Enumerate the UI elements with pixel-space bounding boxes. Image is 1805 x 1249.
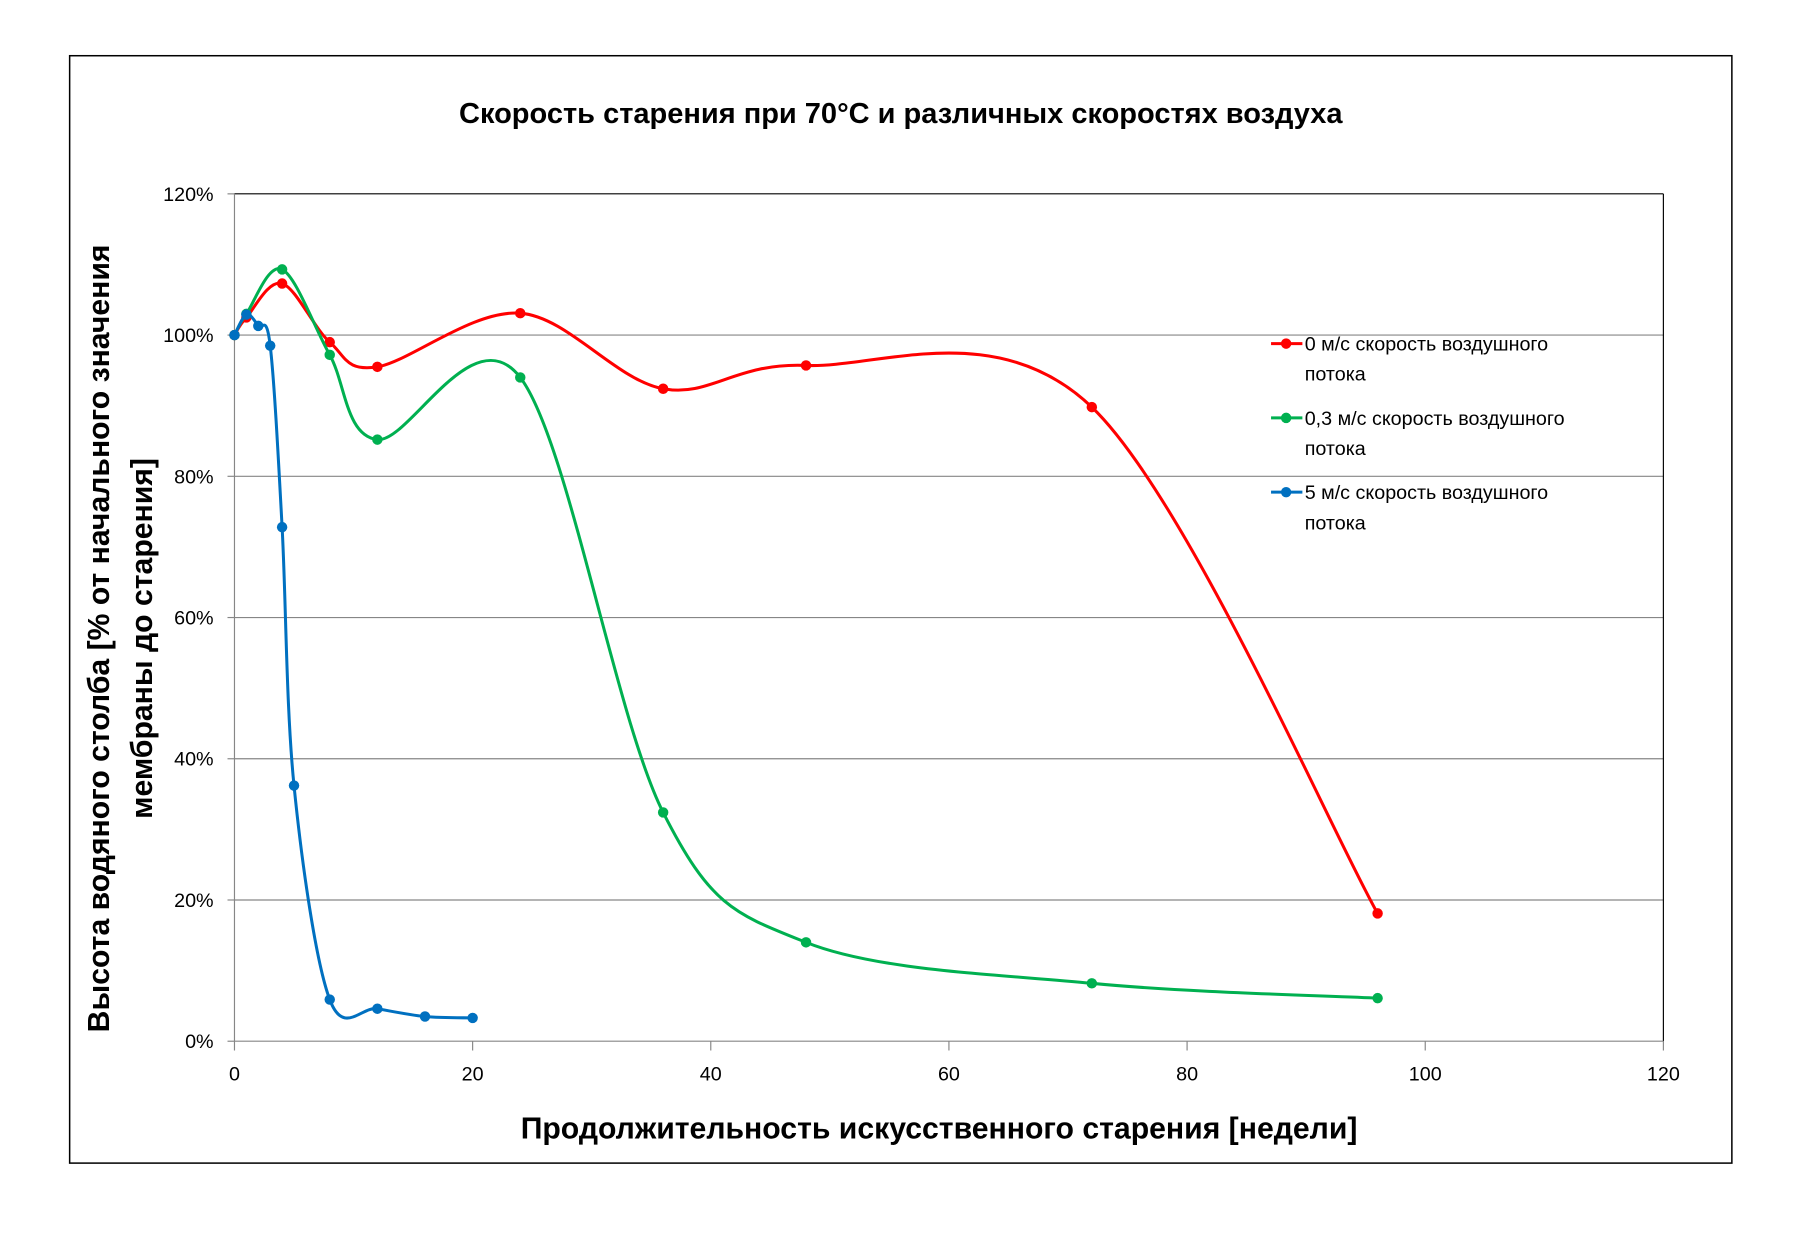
legend-label-0: 0 м/с скорость воздушного (1305, 334, 1548, 356)
data-point (1372, 992, 1383, 1004)
y-tick-label: 40% (174, 749, 213, 771)
y-tick-label: 100% (163, 325, 213, 347)
legend-label-2: 5 м/с скорость воздушного (1305, 482, 1548, 504)
data-point (372, 361, 383, 373)
data-point (276, 521, 288, 533)
data-point (515, 372, 526, 383)
x-tick-label: 40 (700, 1064, 722, 1086)
chart-title: Скорость старения при 70°C и различных с… (459, 98, 1343, 130)
data-point (1086, 401, 1098, 413)
legend-label-0-line2: потока (1305, 364, 1366, 386)
series-line (233, 281, 1379, 915)
legend-marker-0 (1280, 338, 1292, 349)
data-point (229, 329, 240, 341)
x-tick-label: 0 (229, 1064, 240, 1086)
data-point (324, 349, 335, 361)
x-tick-label: 120 (1647, 1064, 1680, 1086)
data-point (372, 1003, 383, 1014)
data-point (657, 383, 669, 394)
data-point (515, 307, 526, 319)
y-tick-label: 120% (163, 184, 213, 206)
legend-label-1-line2: потока (1305, 438, 1366, 460)
data-point (372, 434, 383, 445)
x-tick-label: 20 (462, 1064, 484, 1086)
data-point (800, 937, 812, 948)
legend-label-1: 0,3 м/с скорость воздушного (1305, 408, 1565, 430)
data-point (276, 278, 288, 289)
legend-marker-1 (1280, 412, 1292, 424)
y-tick-label: 0% (185, 1031, 214, 1053)
x-tick-label: 100 (1409, 1064, 1442, 1086)
series-line (233, 267, 1378, 1000)
legend: 0 м/с скорость воздушного потока 0,3 м/с с… (1271, 334, 1565, 534)
series-2 (229, 309, 478, 1024)
data-point (467, 1012, 478, 1024)
data-point (264, 340, 276, 351)
data-point (253, 320, 264, 332)
data-point (276, 264, 288, 275)
gridlines (234, 193, 1664, 901)
chart-border (68, 54, 1733, 1164)
x-tick-label: 80 (1176, 1064, 1198, 1086)
data-point (419, 1011, 431, 1022)
data-point (657, 807, 669, 818)
data-point (241, 309, 252, 320)
data-point (800, 360, 812, 371)
axes: 0% 20% 40% 60% 80% 100% 120% 0 20 40 60 80 100 120 (163, 184, 1680, 1086)
x-axis-title: Продолжительность искусственного старени… (521, 1113, 1358, 1146)
data-point (324, 336, 335, 348)
y-axis-title-line2: мембраны до старения] (126, 458, 159, 819)
data-point (288, 780, 300, 791)
data-point (1372, 908, 1383, 919)
legend-marker-2 (1280, 486, 1292, 498)
data-point (1086, 978, 1098, 989)
y-tick-label: 20% (174, 890, 213, 912)
y-axis-title-line1: Высота водяного столба [% от начального … (83, 244, 116, 1032)
series-layer (229, 264, 1383, 1024)
y-tick-label: 60% (174, 608, 213, 630)
legend-label-2-line2: потока (1305, 512, 1366, 534)
data-point (324, 994, 335, 1005)
x-tick-label: 60 (938, 1064, 960, 1086)
y-tick-label: 80% (174, 466, 213, 488)
